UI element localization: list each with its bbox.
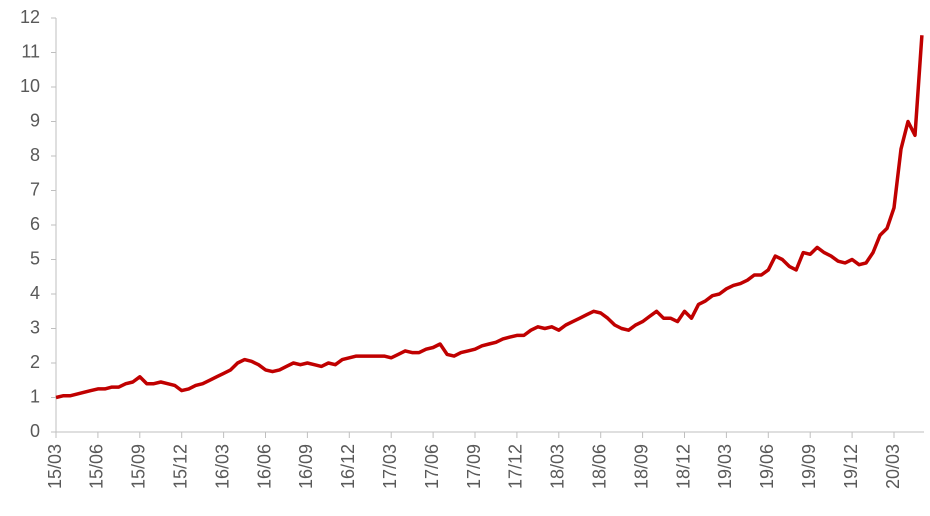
x-tick-label: 15/12 [170, 444, 190, 489]
x-tick-label: 17/06 [422, 444, 442, 489]
y-tick-label: 6 [30, 214, 40, 234]
x-tick-label: 19/06 [757, 444, 777, 489]
x-tick-label: 18/09 [631, 444, 651, 489]
y-tick-label: 10 [20, 76, 40, 96]
data-line [55, 35, 924, 400]
x-tick-label: 15/06 [87, 444, 107, 489]
x-tick-label: 20/03 [883, 444, 903, 489]
x-tick-label: 15/09 [129, 444, 149, 489]
y-tick-label: 3 [30, 317, 40, 337]
x-tick-label: 18/03 [548, 444, 568, 489]
x-tick-label: 17/03 [380, 444, 400, 489]
x-tick-label: 19/09 [799, 444, 819, 489]
x-tick-label: 18/12 [673, 444, 693, 489]
y-tick-label: 8 [30, 145, 40, 165]
y-tick-label: 7 [30, 179, 40, 199]
y-tick-label: 5 [30, 248, 40, 268]
x-tick-label: 15/03 [45, 444, 65, 489]
x-tick-label: 19/03 [715, 444, 735, 489]
y-tick-label: 0 [30, 421, 40, 441]
x-tick-label: 16/06 [254, 444, 274, 489]
x-tick-label: 16/12 [338, 444, 358, 489]
y-tick-label: 1 [30, 386, 40, 406]
x-tick-label: 17/09 [464, 444, 484, 489]
x-tick-label: 18/06 [589, 444, 609, 489]
x-tick-label: 16/09 [296, 444, 316, 489]
y-tick-label: 4 [30, 283, 40, 303]
y-tick-label: 12 [20, 7, 40, 27]
y-tick-label: 9 [30, 110, 40, 130]
x-tick-label: 19/12 [841, 444, 861, 489]
y-tick-label: 2 [30, 352, 40, 372]
y-tick-label: 11 [21, 41, 40, 61]
x-tick-label: 16/03 [212, 444, 232, 489]
x-tick-label: 17/12 [506, 444, 526, 489]
